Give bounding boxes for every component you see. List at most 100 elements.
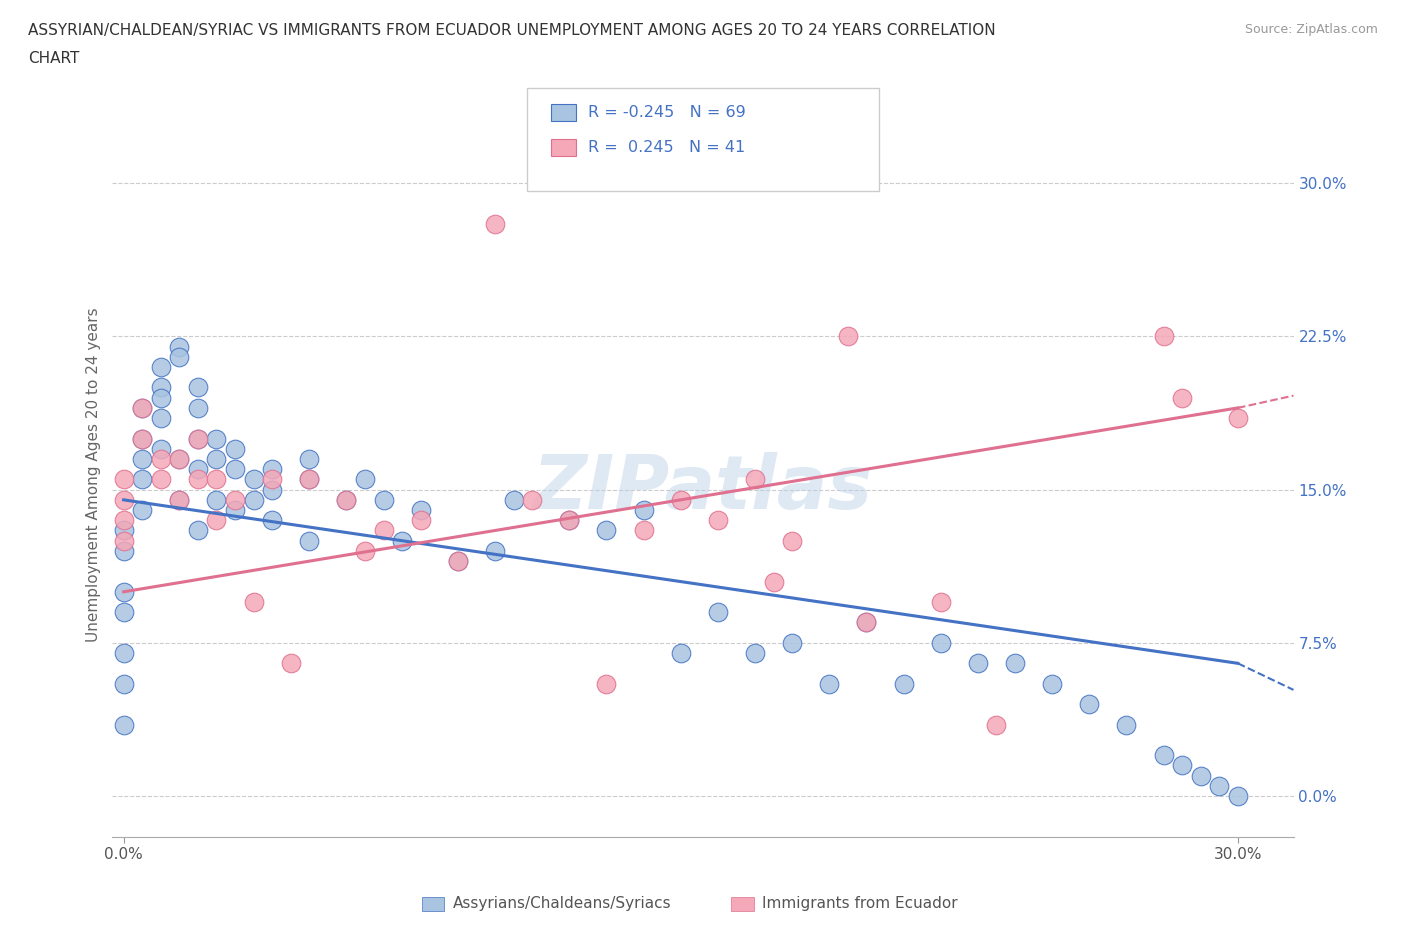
- Point: [780, 533, 803, 548]
- Point: [149, 391, 172, 405]
- Point: [707, 512, 730, 527]
- Point: [224, 442, 246, 457]
- Text: Immigrants from Ecuador: Immigrants from Ecuador: [762, 897, 957, 911]
- Point: [633, 502, 655, 517]
- Point: [818, 676, 841, 691]
- Point: [929, 635, 952, 650]
- Point: [354, 543, 377, 558]
- Point: [966, 656, 988, 671]
- Point: [224, 462, 246, 477]
- Point: [187, 401, 209, 416]
- Point: [169, 452, 191, 467]
- Point: [112, 645, 135, 660]
- Point: [131, 401, 153, 416]
- Point: [298, 472, 321, 486]
- Point: [112, 717, 135, 732]
- Text: Source: ZipAtlas.com: Source: ZipAtlas.com: [1244, 23, 1378, 36]
- Point: [595, 523, 617, 538]
- Text: R =  0.245   N = 41: R = 0.245 N = 41: [588, 140, 745, 155]
- Point: [187, 432, 209, 446]
- Point: [242, 472, 264, 486]
- Point: [1226, 789, 1249, 804]
- Point: [131, 452, 153, 467]
- Point: [187, 472, 209, 486]
- Point: [112, 523, 135, 538]
- Point: [280, 656, 302, 671]
- Point: [744, 645, 766, 660]
- Point: [205, 452, 228, 467]
- Point: [633, 523, 655, 538]
- Point: [1171, 758, 1194, 773]
- Point: [335, 492, 357, 507]
- Point: [373, 523, 395, 538]
- Point: [187, 523, 209, 538]
- Point: [131, 432, 153, 446]
- Point: [335, 492, 357, 507]
- Point: [149, 442, 172, 457]
- Point: [447, 553, 470, 568]
- Point: [112, 472, 135, 486]
- Point: [149, 411, 172, 426]
- Point: [112, 604, 135, 619]
- Point: [391, 533, 413, 548]
- Point: [298, 452, 321, 467]
- Text: Assyrians/Chaldeans/Syriacs: Assyrians/Chaldeans/Syriacs: [453, 897, 671, 911]
- Point: [1171, 391, 1194, 405]
- Point: [1004, 656, 1026, 671]
- Point: [520, 492, 543, 507]
- Point: [149, 472, 172, 486]
- Point: [669, 645, 692, 660]
- Point: [169, 350, 191, 365]
- Point: [262, 472, 284, 486]
- Point: [893, 676, 915, 691]
- Point: [205, 512, 228, 527]
- Point: [502, 492, 524, 507]
- Point: [112, 512, 135, 527]
- Point: [262, 482, 284, 497]
- Point: [373, 492, 395, 507]
- Point: [149, 380, 172, 395]
- Point: [298, 533, 321, 548]
- Point: [484, 217, 506, 232]
- Point: [169, 492, 191, 507]
- Point: [131, 502, 153, 517]
- Point: [298, 472, 321, 486]
- Point: [707, 604, 730, 619]
- Point: [354, 472, 377, 486]
- Text: CHART: CHART: [28, 51, 80, 66]
- Point: [224, 502, 246, 517]
- Point: [1078, 697, 1101, 711]
- Point: [558, 512, 581, 527]
- Point: [187, 462, 209, 477]
- Point: [131, 432, 153, 446]
- Point: [205, 432, 228, 446]
- Point: [112, 533, 135, 548]
- Point: [1208, 778, 1230, 793]
- Text: ASSYRIAN/CHALDEAN/SYRIAC VS IMMIGRANTS FROM ECUADOR UNEMPLOYMENT AMONG AGES 20 T: ASSYRIAN/CHALDEAN/SYRIAC VS IMMIGRANTS F…: [28, 23, 995, 38]
- Point: [242, 594, 264, 609]
- Text: R = -0.245   N = 69: R = -0.245 N = 69: [588, 105, 745, 120]
- Point: [1226, 411, 1249, 426]
- Point: [855, 615, 877, 630]
- Point: [169, 492, 191, 507]
- Point: [187, 432, 209, 446]
- Y-axis label: Unemployment Among Ages 20 to 24 years: Unemployment Among Ages 20 to 24 years: [86, 307, 101, 642]
- Point: [149, 452, 172, 467]
- Point: [447, 553, 470, 568]
- Point: [169, 339, 191, 354]
- Point: [409, 512, 432, 527]
- Point: [169, 452, 191, 467]
- Point: [112, 492, 135, 507]
- Point: [1189, 768, 1212, 783]
- Point: [131, 401, 153, 416]
- Point: [1115, 717, 1137, 732]
- Point: [112, 584, 135, 599]
- Point: [409, 502, 432, 517]
- Point: [149, 360, 172, 375]
- Point: [242, 492, 264, 507]
- Point: [1040, 676, 1063, 691]
- Point: [131, 472, 153, 486]
- Text: ZIPatlas: ZIPatlas: [533, 452, 873, 525]
- Point: [205, 472, 228, 486]
- Point: [762, 574, 785, 589]
